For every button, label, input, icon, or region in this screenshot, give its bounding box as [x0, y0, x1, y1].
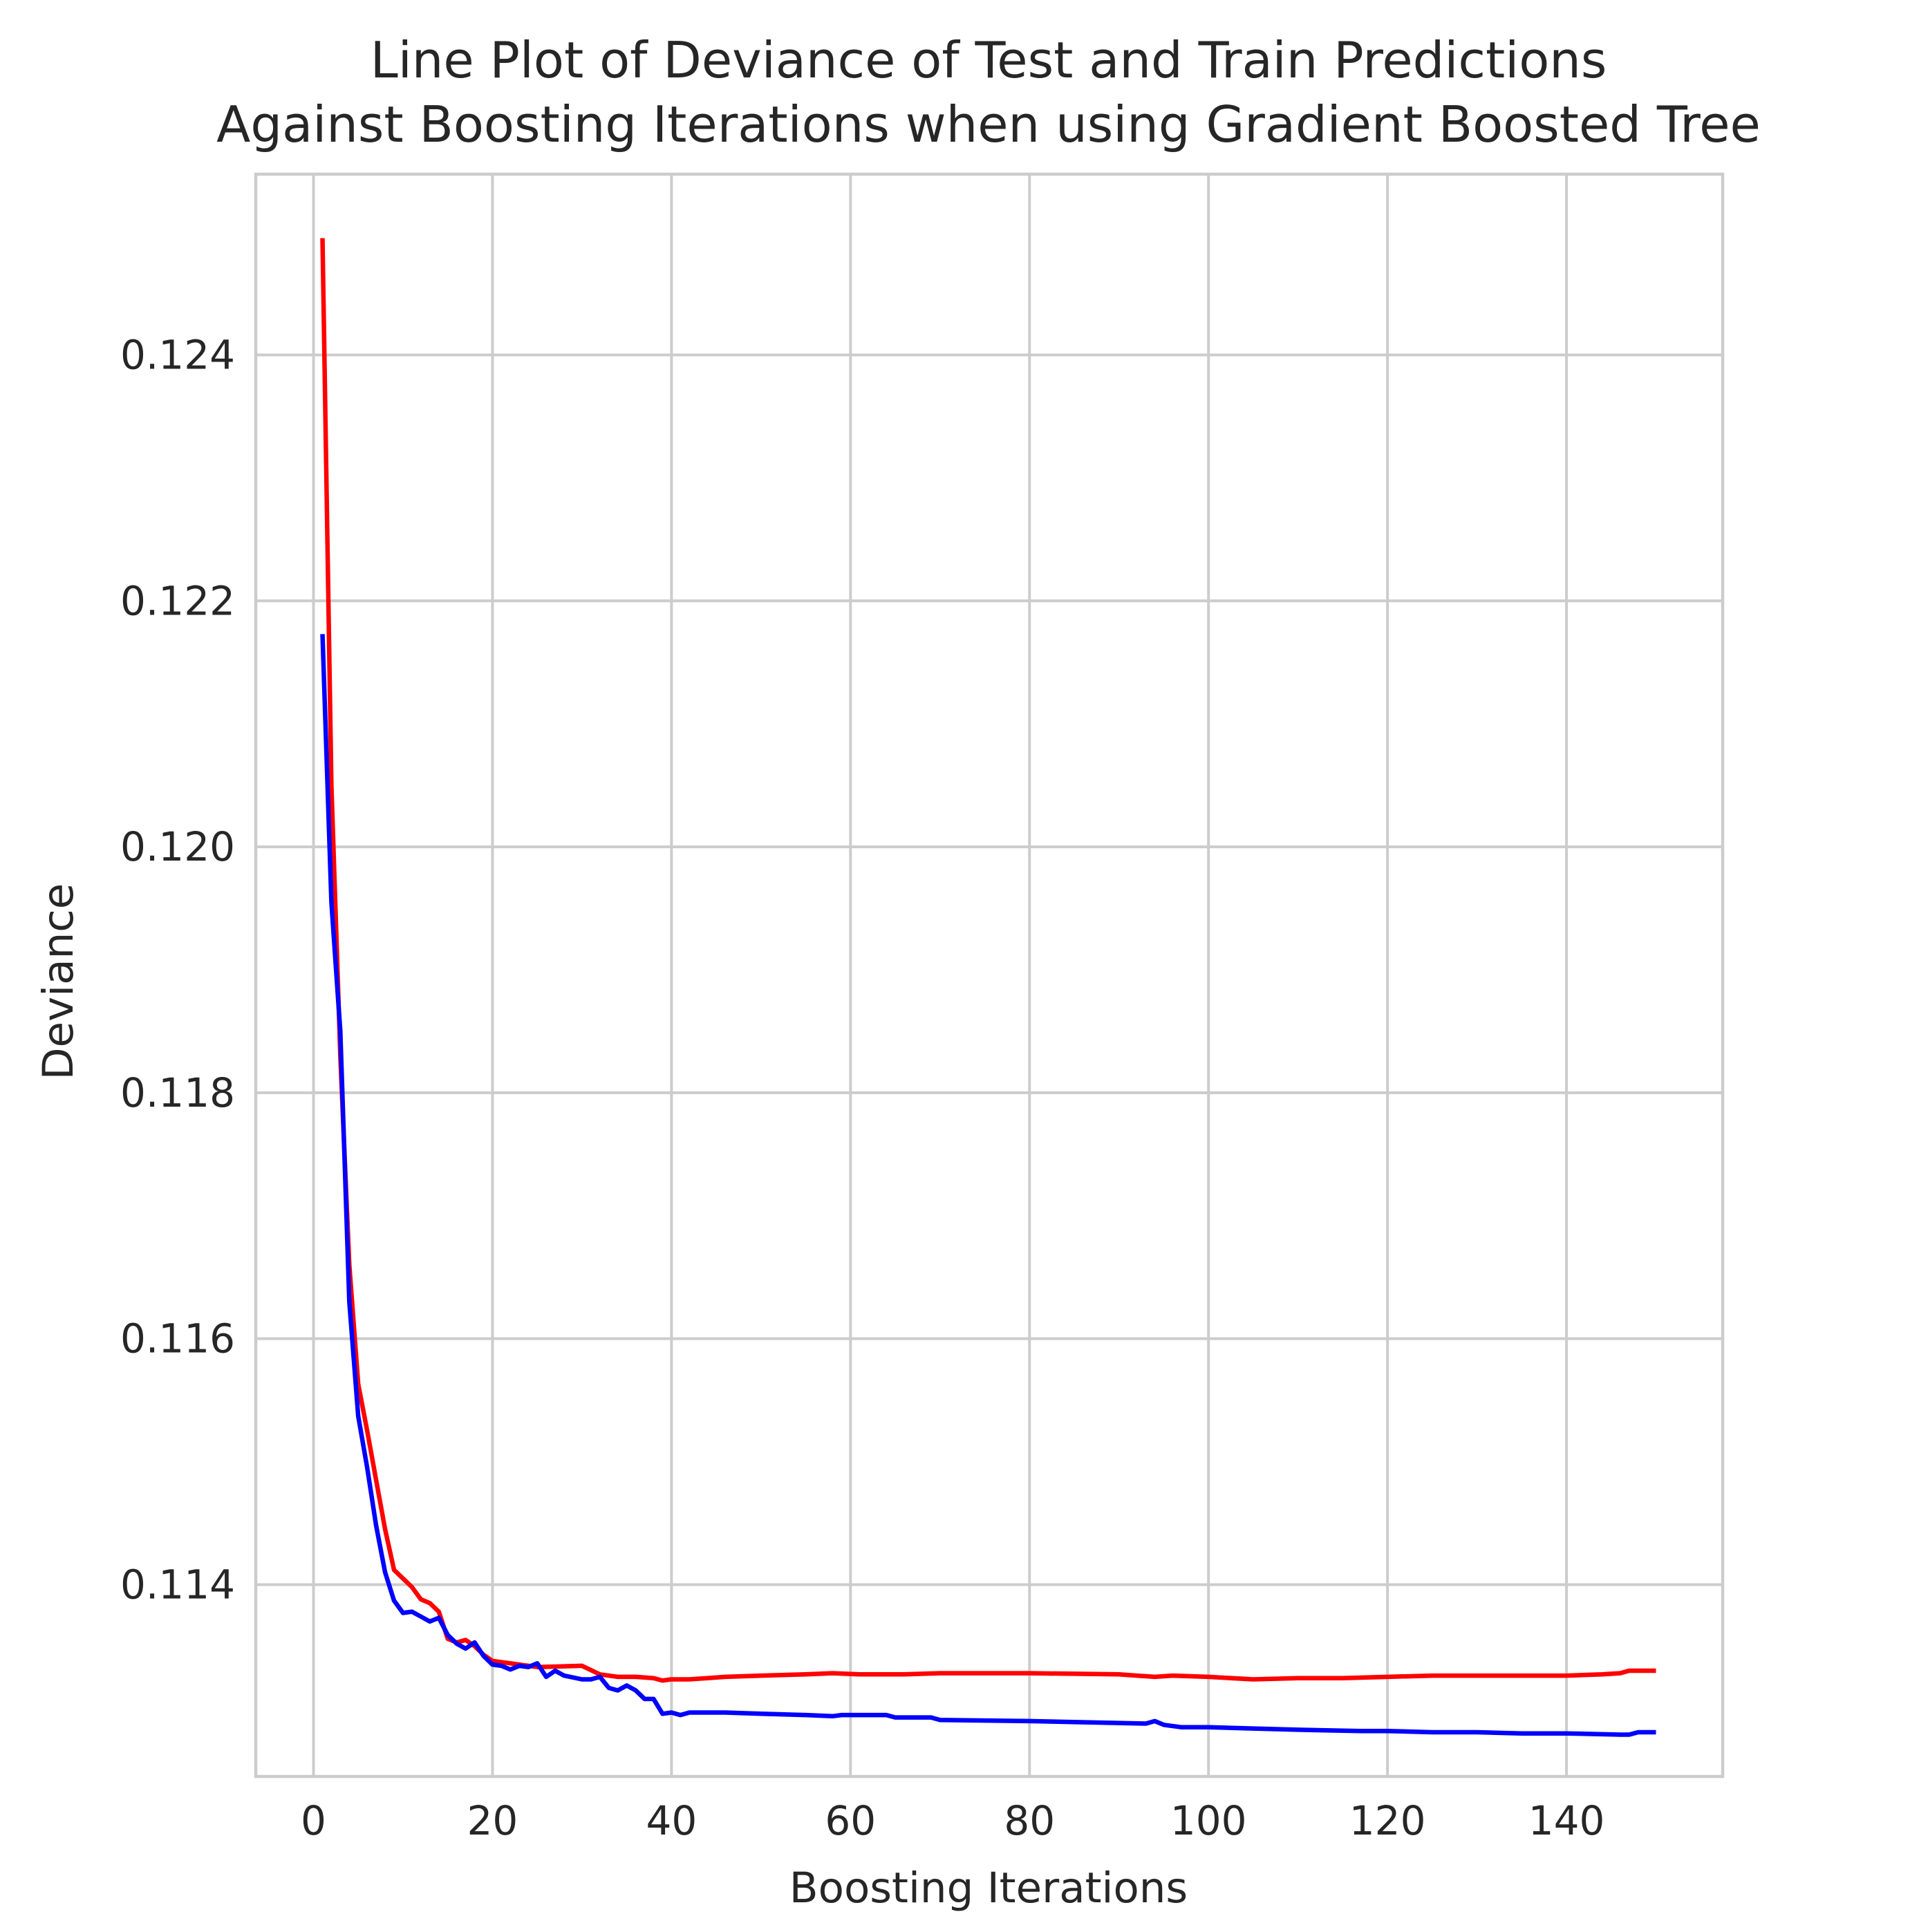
x-tick-labels: 0 20 40 60 80 100 120 140	[301, 1797, 1604, 1844]
y-tick-label: 0.120	[120, 823, 235, 870]
x-tick-label: 80	[1004, 1797, 1055, 1844]
chart-title-line-1: Line Plot of Deviance of Test and Train …	[371, 31, 1607, 89]
x-axis-label: Boosting Iterations	[789, 1864, 1188, 1913]
red-series-line	[320, 238, 1656, 1683]
x-tick-label: 20	[467, 1797, 518, 1844]
x-tick-label: 40	[646, 1797, 697, 1844]
y-gridlines	[256, 353, 1723, 1586]
y-tick-label: 0.114	[120, 1561, 235, 1608]
x-tick-label: 140	[1528, 1797, 1605, 1844]
y-tick-label: 0.118	[120, 1069, 235, 1116]
x-tick-label: 0	[301, 1797, 326, 1844]
blue-series-line	[320, 634, 1656, 1737]
plot-area-frame	[254, 172, 1725, 1779]
y-tick-label: 0.116	[120, 1315, 235, 1362]
x-tick-label: 100	[1170, 1797, 1247, 1844]
chart-title-line-2: Against Boosting Iterations when using G…	[216, 95, 1761, 153]
x-gridlines	[312, 174, 1569, 1776]
x-tick-label: 120	[1349, 1797, 1426, 1844]
y-tick-label: 0.122	[120, 577, 235, 624]
y-axis-label: Deviance	[34, 883, 83, 1080]
series-lines	[320, 238, 1656, 1737]
x-tick-label: 60	[825, 1797, 876, 1844]
y-tick-labels: 0.114 0.116 0.118 0.120 0.122 0.124	[120, 332, 235, 1609]
y-tick-label: 0.124	[120, 332, 235, 379]
